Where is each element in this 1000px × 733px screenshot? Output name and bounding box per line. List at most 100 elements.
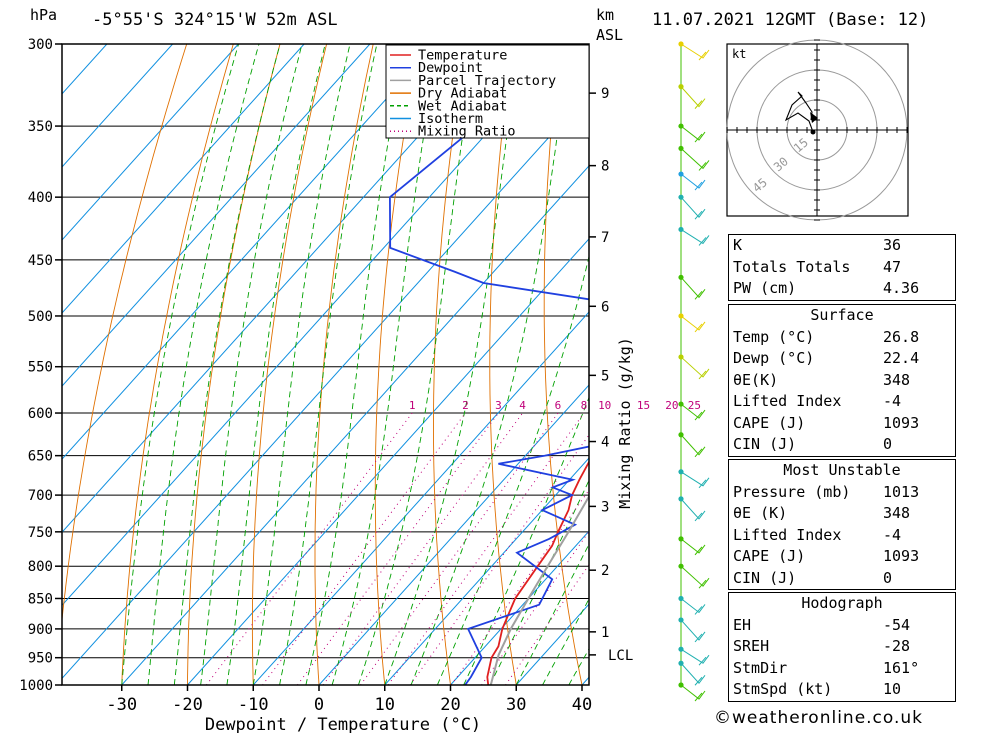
height-tick-label: 7: [601, 230, 609, 246]
isotherm-line: [62, 44, 568, 607]
table-row-label: CIN (J): [733, 568, 797, 587]
isotherm-line: [450, 530, 589, 685]
table-row-value: 47: [883, 257, 902, 276]
asl-unit-label: ASL: [596, 26, 624, 44]
surface-title: Surface: [810, 306, 874, 324]
table-row-value: 1093: [883, 547, 920, 565]
dewpoint-series-line: [388, 68, 589, 685]
hodograph-unit-label: kt: [732, 47, 746, 61]
height-tick-label: 6: [601, 299, 609, 315]
height-tick-label: 1: [601, 625, 609, 641]
table-row-value: -4: [883, 525, 902, 544]
location-title: -5°55'S 324°15'W 52m ASL: [92, 10, 338, 30]
table-row-value: -28: [883, 637, 911, 655]
wet-adiabat-line: [305, 44, 407, 685]
wet-adiabat-line: [226, 44, 326, 685]
surface-row: Lifted Index -4: [729, 391, 955, 413]
hodograph-trace: [784, 91, 814, 133]
legend-label: Parcel Trajectory: [418, 73, 556, 89]
mixing-ratio-line: [360, 412, 559, 685]
pressure-tick-label: 350: [28, 119, 53, 135]
copyright-label: ©weatheronline.co.uk: [714, 708, 924, 728]
temperature-tick-label: 20: [440, 695, 460, 715]
wind-barb: [680, 276, 706, 300]
pressure-tick-label: 600: [28, 406, 53, 422]
most-unstable-row: Lifted Index -4: [729, 525, 955, 547]
table-row-value: 1093: [883, 413, 920, 432]
legend-label: Mixing Ratio: [418, 124, 516, 140]
table-row-value: -4: [883, 392, 902, 410]
mixing-ratio-line: [409, 434, 589, 685]
legend-label: Dry Adiabat: [418, 86, 507, 102]
isotherm-line: [62, 44, 502, 533]
lcl-label: LCL: [608, 648, 633, 664]
temperature-tick-label: -10: [238, 695, 269, 715]
legend-box: [385, 44, 590, 139]
mixing-ratio-line: [505, 563, 589, 685]
datetime-label: 11.07.2021 12GMT (Base: 12): [652, 10, 929, 30]
table-row-value: 36: [883, 236, 902, 254]
isotherm-line: [318, 384, 589, 685]
table-row-label: θE(K): [733, 370, 779, 389]
km-unit-label: km: [596, 6, 615, 24]
dry-adiabat-line: [187, 44, 281, 685]
most-unstable-title: Most Unstable: [783, 461, 901, 479]
dry-adiabat-line: [489, 44, 517, 685]
x-axis-label: Dewpoint / Temperature (°C): [205, 715, 481, 733]
isotherm-line: [62, 44, 437, 460]
most-unstable-table: Most Unstable Pressure (mb) 1013 θE (K) 348 L…: [728, 459, 956, 590]
table-row-label: CAPE (J): [733, 413, 806, 432]
table-row-value: 348: [883, 370, 911, 389]
mixing-ratio-axis-label: Mixing Ratio (g/kg): [616, 337, 634, 509]
height-tick-label: 3: [601, 499, 609, 515]
isotherm-line: [121, 165, 589, 685]
table-row-label: StmDir: [733, 658, 788, 677]
wind-barb: [680, 619, 706, 643]
table-row-value: 0: [883, 435, 893, 453]
pressure-tick-label: 700: [28, 488, 53, 504]
hodograph-storm-marker: [810, 112, 818, 123]
table-row-label: Pressure (mb): [733, 482, 851, 501]
wet-adiabat-line: [147, 44, 260, 685]
most-unstable-row: Pressure (mb) 1013: [729, 482, 955, 504]
isotherm-line: [384, 457, 589, 685]
mixing-ratio-label: 20: [665, 399, 678, 412]
wind-barb: [680, 173, 706, 191]
mixing-ratio-label: 2: [462, 399, 469, 412]
table-row-label: K: [733, 236, 743, 254]
temperature-tick-label: -20: [172, 695, 203, 715]
table-row-label: Temp (°C): [733, 327, 815, 346]
surface-row: θE(K) 348: [729, 370, 955, 392]
wind-barb: [680, 538, 706, 556]
wind-barb: [680, 356, 710, 380]
pressure-tick-label: 500: [28, 309, 53, 325]
hodograph-row: StmSpd (kt) 10: [729, 679, 955, 701]
mixing-ratio-line: [481, 530, 589, 685]
pressure-tick-label: 900: [28, 622, 53, 638]
temperature-tick-label: 30: [506, 695, 526, 715]
height-tick-label: 9: [601, 86, 609, 102]
wind-barb: [680, 315, 706, 333]
temperature-series-line: [486, 460, 589, 685]
wind-barb: [680, 662, 706, 686]
temperature-tick-label: -30: [106, 695, 137, 715]
pressure-tick-label: 650: [28, 449, 53, 465]
wind-barb: [680, 434, 706, 458]
wind-barb: [680, 565, 710, 589]
pressure-tick-label: 550: [28, 360, 53, 376]
wind-barb: [680, 148, 710, 171]
hodograph-table-title: Hodograph: [801, 594, 883, 612]
pressure-tick-label: 400: [28, 190, 53, 206]
mixing-ratio-line: [205, 412, 413, 685]
temperature-tick-label: 10: [375, 695, 395, 715]
table-row-label: Lifted Index: [733, 392, 842, 410]
wind-barb: [680, 229, 710, 246]
table-row-label: Lifted Index: [733, 525, 842, 544]
wind-barb: [680, 684, 706, 702]
mixing-ratio-line: [262, 412, 466, 685]
table-row-label: Totals Totals: [733, 257, 851, 276]
wind-barb-point: [678, 226, 684, 233]
surface-table: Surface Temp (°C) 26.8 Dewp (°C) 22.4 θE(K) 34…: [728, 304, 956, 457]
